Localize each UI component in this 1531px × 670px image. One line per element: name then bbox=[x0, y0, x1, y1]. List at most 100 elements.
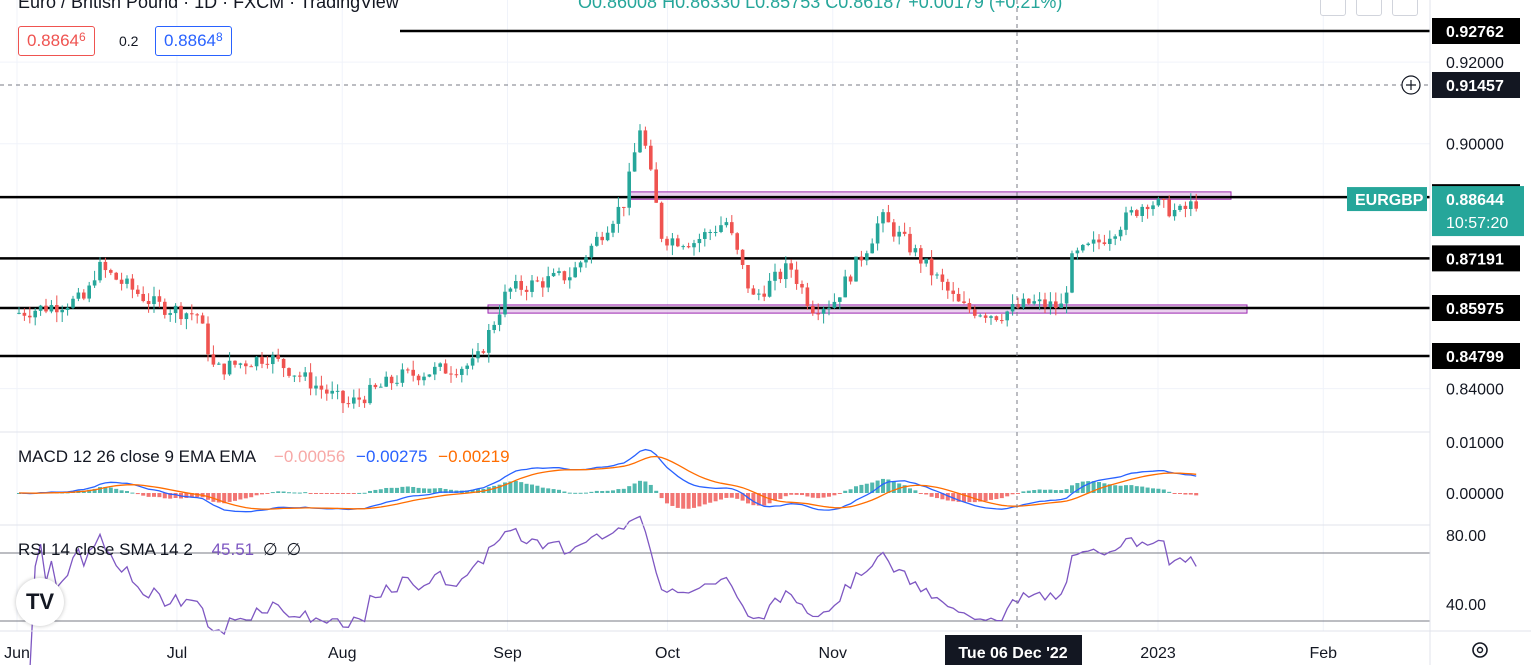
sell-price: 0.8864 bbox=[27, 31, 79, 50]
macd-label: MACD 12 26 close 9 EMA EMA bbox=[18, 447, 256, 466]
candle bbox=[859, 256, 864, 261]
candle bbox=[114, 272, 118, 280]
candle bbox=[908, 233, 912, 253]
macd-bar bbox=[972, 493, 977, 503]
macd-bar bbox=[789, 493, 794, 495]
candle bbox=[195, 314, 199, 316]
macd-bar bbox=[783, 493, 788, 497]
candle bbox=[136, 289, 140, 294]
candle bbox=[875, 223, 880, 244]
candle bbox=[719, 225, 723, 232]
macd-bar bbox=[929, 493, 934, 497]
candle bbox=[406, 369, 410, 371]
candle bbox=[935, 274, 939, 276]
macd-legend[interactable]: MACD 12 26 close 9 EMA EMA −0.00056 −0.0… bbox=[18, 447, 510, 467]
time-tick: Oct bbox=[655, 645, 680, 662]
candle bbox=[676, 238, 680, 247]
candle bbox=[757, 293, 761, 295]
time-tick: Sep bbox=[493, 645, 522, 662]
macd-bar bbox=[168, 493, 173, 499]
candle bbox=[1027, 298, 1031, 304]
candle bbox=[92, 280, 97, 286]
macd-bar bbox=[513, 480, 518, 493]
candle bbox=[1156, 198, 1161, 206]
macd-bar bbox=[449, 489, 453, 493]
macd-bar bbox=[1032, 490, 1037, 493]
buy-button[interactable]: 0.88648 bbox=[155, 26, 232, 56]
candle bbox=[622, 206, 626, 208]
macd-bar bbox=[773, 493, 777, 501]
candle bbox=[357, 397, 361, 400]
candle bbox=[179, 305, 183, 320]
rsi-extra-1: ∅ bbox=[262, 540, 278, 559]
candle bbox=[514, 281, 518, 289]
countdown: 10:57:20 bbox=[1446, 215, 1508, 232]
level-label-bg bbox=[1432, 343, 1520, 369]
candle bbox=[422, 376, 426, 381]
candle bbox=[881, 212, 885, 224]
candle bbox=[287, 368, 291, 376]
macd-bar bbox=[870, 482, 875, 493]
macd-bar bbox=[702, 493, 707, 505]
candle bbox=[217, 363, 221, 365]
candle bbox=[940, 274, 945, 282]
macd-bar bbox=[1010, 493, 1015, 495]
candle bbox=[762, 293, 766, 297]
macd-bar bbox=[92, 488, 97, 493]
candle bbox=[244, 363, 248, 367]
macd-bar bbox=[551, 489, 556, 493]
time-tick: Feb bbox=[1309, 645, 1337, 662]
candle bbox=[589, 245, 594, 258]
macd-line-value: −0.00275 bbox=[356, 447, 428, 466]
candle bbox=[103, 261, 108, 271]
collapse-button[interactable] bbox=[1356, 0, 1382, 16]
macd-bar bbox=[1107, 484, 1112, 493]
candle bbox=[65, 307, 70, 310]
candle bbox=[951, 290, 955, 294]
macd-bar bbox=[130, 492, 135, 494]
candle bbox=[1005, 311, 1009, 321]
candle bbox=[1162, 198, 1166, 200]
macd-bar bbox=[654, 490, 659, 493]
macd-bar bbox=[854, 486, 858, 493]
macd-bar bbox=[562, 491, 567, 493]
candle bbox=[870, 243, 874, 254]
candle bbox=[190, 313, 194, 315]
macd-bar bbox=[152, 493, 156, 497]
macd-bar bbox=[848, 489, 853, 493]
macd-bar bbox=[319, 493, 324, 494]
macd-bar bbox=[648, 484, 653, 493]
maximize-button[interactable] bbox=[1392, 0, 1418, 16]
macd-bar bbox=[470, 489, 475, 493]
candle bbox=[1189, 201, 1193, 209]
macd-bar bbox=[427, 488, 432, 493]
level-label: 0.84799 bbox=[1446, 349, 1504, 366]
rsi-legend[interactable]: RSI 14 close SMA 14 2 45.51 ∅ ∅ bbox=[18, 540, 301, 560]
macd-bar bbox=[222, 493, 227, 504]
macd-bar bbox=[1043, 489, 1047, 493]
candle bbox=[400, 369, 405, 383]
macd-bar bbox=[913, 490, 918, 493]
macd-bar bbox=[983, 493, 988, 501]
macd-bar bbox=[621, 488, 626, 493]
tradingview-logo[interactable]: TV bbox=[16, 578, 64, 626]
macd-bar bbox=[1151, 488, 1155, 493]
candle bbox=[913, 248, 918, 253]
rsi-extra-2: ∅ bbox=[286, 540, 302, 559]
macd-bar bbox=[422, 488, 426, 493]
chart-menu-button[interactable] bbox=[1320, 0, 1346, 16]
candle bbox=[1135, 210, 1139, 216]
candle bbox=[605, 232, 610, 241]
candle bbox=[692, 243, 696, 248]
candle bbox=[1097, 239, 1101, 243]
candle bbox=[632, 152, 637, 172]
sell-button[interactable]: 0.88646 bbox=[18, 26, 95, 56]
macd-bar bbox=[108, 487, 113, 493]
macd-bar bbox=[135, 493, 140, 495]
macd-bar bbox=[297, 492, 302, 494]
macd-bar bbox=[616, 489, 621, 493]
macd-bar bbox=[665, 493, 669, 504]
candle bbox=[1075, 250, 1080, 254]
